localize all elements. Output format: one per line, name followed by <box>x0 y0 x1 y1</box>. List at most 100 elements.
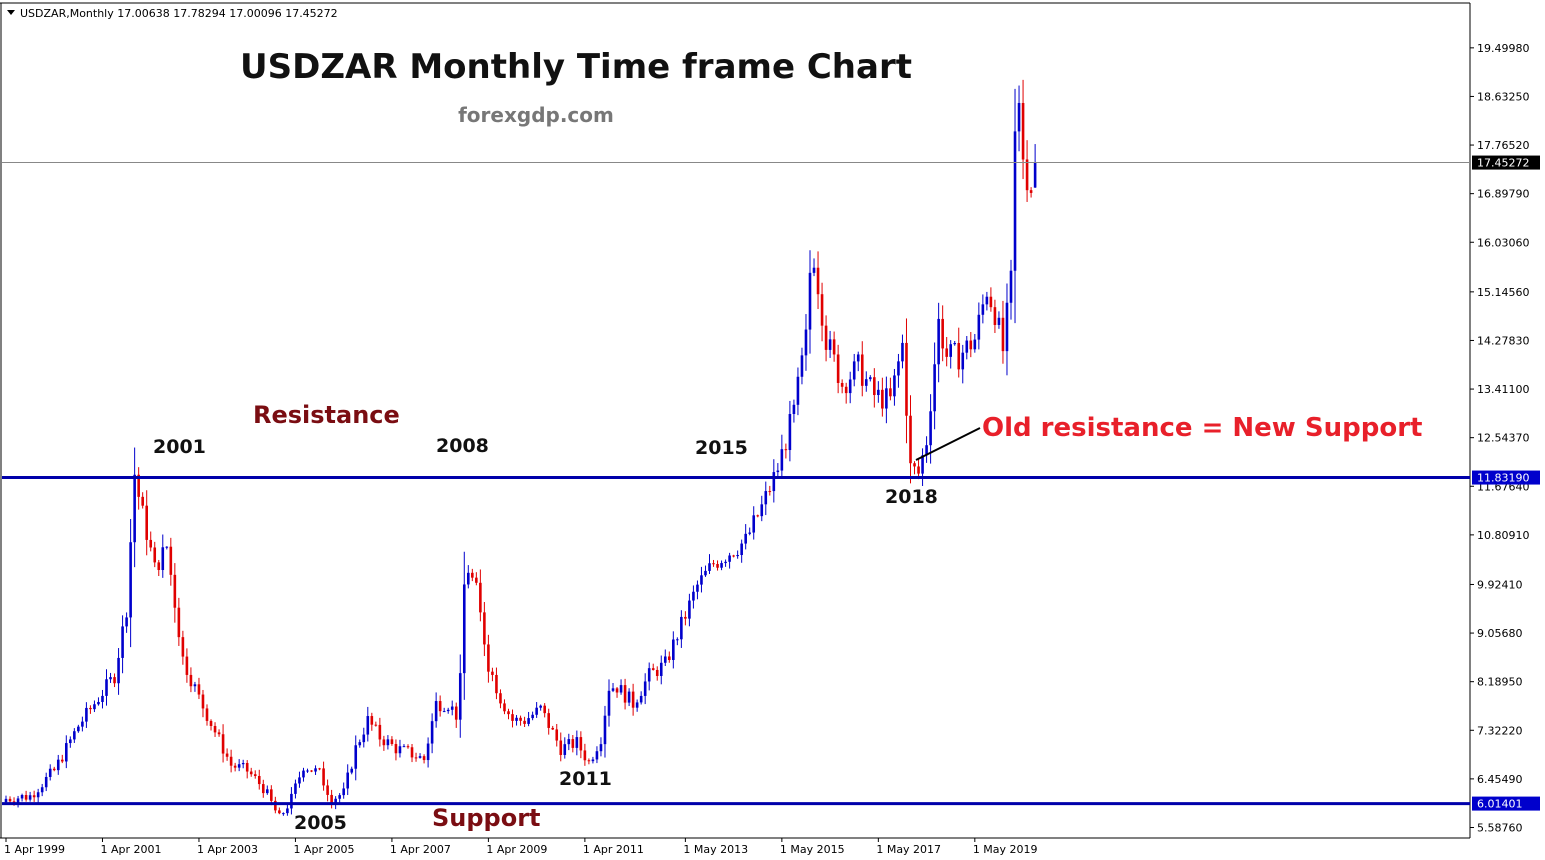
bull-candle <box>314 768 317 772</box>
bull-candle <box>28 795 32 800</box>
bull-candle <box>40 787 44 793</box>
bull-candle <box>680 616 683 640</box>
bull-candle <box>595 751 599 760</box>
bull-candle <box>720 563 723 568</box>
bear-candle <box>394 744 398 754</box>
bear-candle <box>422 756 426 761</box>
bull-candle <box>398 746 402 754</box>
bull-candle <box>607 690 611 716</box>
bear-candle <box>716 564 719 568</box>
bull-candle <box>776 470 780 473</box>
bear-candle <box>651 668 655 670</box>
resistance-price-tag-label: 11.83190 <box>1477 472 1530 485</box>
bull-candle <box>812 267 816 273</box>
bull-candle <box>575 737 579 748</box>
bear-candle <box>1001 317 1005 352</box>
bear-candle <box>410 747 414 758</box>
bear-candle <box>844 386 848 394</box>
bull-candle <box>338 795 341 799</box>
x-tick-label: 1 May 2019 <box>973 843 1038 856</box>
bull-candle <box>800 355 804 377</box>
bull-candle <box>446 709 450 712</box>
year-label-2005: 2005 <box>294 812 347 834</box>
y-tick-label: 17.76520 <box>1477 139 1530 152</box>
bear-candle <box>941 318 944 349</box>
bull-candle <box>531 714 534 719</box>
bull-candle <box>921 455 924 474</box>
year-label-2015: 2015 <box>695 437 748 459</box>
bull-candle <box>73 731 76 740</box>
bear-candle <box>149 539 153 548</box>
bull-candle <box>1005 302 1009 352</box>
bull-candle <box>804 329 808 356</box>
bear-candle <box>547 713 550 728</box>
bull-candle <box>36 792 40 798</box>
bear-candle <box>820 294 824 326</box>
y-tick-label: 15.14560 <box>1477 286 1530 299</box>
bear-candle <box>330 794 333 805</box>
current-price-tag-label: 17.45272 <box>1477 157 1530 170</box>
bull-candle <box>985 296 989 305</box>
bull-candle <box>852 361 856 380</box>
bull-candle <box>997 317 1001 325</box>
bear-candle <box>270 789 273 801</box>
bear-candle <box>245 762 249 772</box>
bull-candle <box>639 695 643 703</box>
y-tick-label: 19.49980 <box>1477 42 1530 55</box>
bull-candle <box>65 743 68 762</box>
bull-candle <box>788 414 792 451</box>
y-tick-label: 18.63250 <box>1477 90 1530 103</box>
y-tick-label: 7.32220 <box>1477 724 1523 737</box>
bull-candle <box>728 555 731 562</box>
bear-candle <box>615 688 619 693</box>
bear-candle <box>913 463 916 467</box>
bull-candle <box>539 705 542 708</box>
y-axis: 19.49980 18.63250 17.76520 16.89790 16.03060… <box>1470 42 1530 834</box>
bear-candle <box>153 547 157 563</box>
symbol-info: USDZAR,Monthly 17.00638 17.78294 17.0009… <box>20 7 338 20</box>
x-tick-label: 1 May 2013 <box>683 843 748 856</box>
annotation-pointer <box>915 427 981 461</box>
bear-candle <box>832 339 836 355</box>
bear-candle <box>169 546 173 575</box>
candles <box>4 79 1037 816</box>
bear-candle <box>1025 159 1029 191</box>
bull-candle <box>125 617 128 627</box>
old-new-support-label: Old resistance = New Support <box>982 413 1422 443</box>
bear-candle <box>836 354 840 383</box>
bull-candle <box>708 563 711 571</box>
bull-candle <box>599 744 603 752</box>
bull-candle <box>627 691 631 703</box>
bull-candle <box>535 707 538 715</box>
bear-candle <box>438 701 442 712</box>
bull-candle <box>977 314 981 340</box>
bear-candle <box>543 705 546 714</box>
bear-candle <box>24 795 28 800</box>
bull-candle <box>953 343 957 345</box>
chart-title: USDZAR Monthly Time frame Chart <box>240 47 912 87</box>
bull-candle <box>760 504 764 517</box>
bull-candle <box>290 793 293 809</box>
year-label-2001: 2001 <box>153 436 206 458</box>
bull-candle <box>282 813 285 815</box>
bear-candle <box>318 768 321 770</box>
bull-candle <box>901 342 904 362</box>
bull-candle <box>237 764 241 768</box>
x-tick-label: 1 Apr 2001 <box>100 843 161 856</box>
y-tick-label: 5.58760 <box>1477 821 1523 834</box>
bull-candle <box>635 702 639 708</box>
year-label-2011: 2011 <box>559 768 612 790</box>
bear-candle <box>274 800 277 811</box>
y-tick-label: 10.80910 <box>1477 529 1530 542</box>
bull-candle <box>56 759 60 771</box>
bull-candle <box>101 695 104 702</box>
bull-candle <box>109 677 112 680</box>
bull-candle <box>48 768 52 777</box>
bull-candle <box>659 662 663 676</box>
bull-candle <box>949 344 952 357</box>
bear-candle <box>201 694 205 709</box>
y-tick-label: 16.89790 <box>1477 188 1530 201</box>
bull-candle <box>350 768 354 773</box>
x-tick-label: 1 Apr 1999 <box>4 843 65 856</box>
